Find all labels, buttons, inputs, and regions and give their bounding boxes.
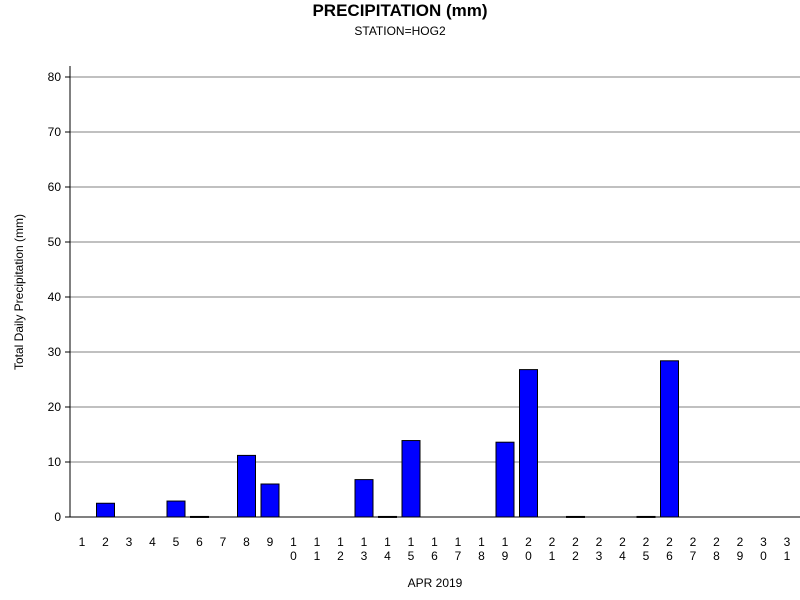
- x-tick-label: 3: [126, 535, 133, 549]
- x-tick-label: 1: [79, 535, 86, 549]
- bar-day-5: [166, 500, 186, 518]
- x-tick-label: 6: [196, 535, 203, 549]
- bar-day-26: [660, 360, 679, 518]
- x-tick-label: 4: [149, 535, 156, 549]
- chart-title: PRECIPITATION (mm): [312, 1, 488, 20]
- bar-day-9: [260, 483, 280, 518]
- bar-day-8: [237, 454, 256, 518]
- grid-lines: [70, 76, 800, 463]
- x-tick-label: 2: [102, 535, 109, 549]
- chart-subtitle: STATION=HOG2: [354, 24, 446, 38]
- x-tick-label: 5: [173, 535, 180, 549]
- y-tick-label: 80: [48, 70, 62, 84]
- y-tick-label: 0: [54, 510, 61, 524]
- y-tick-label: 50: [48, 235, 62, 249]
- bars: [96, 360, 679, 518]
- x-tick-label: 8: [243, 535, 250, 549]
- bar-day-19: [495, 441, 515, 518]
- y-tick-label: 10: [48, 455, 62, 469]
- y-tick-labels: 0 10 20 30 40 50 60 70 80: [48, 70, 62, 524]
- y-tick-label: 70: [48, 125, 62, 139]
- y-tick-label: 20: [48, 400, 62, 414]
- x-tick-label: 7: [220, 535, 227, 549]
- y-tick-label: 40: [48, 290, 62, 304]
- y-tick-label: 60: [48, 180, 62, 194]
- bar-day-15: [401, 440, 421, 518]
- y-tick-label: 30: [48, 345, 62, 359]
- x-axis-label: APR 2019: [407, 576, 463, 590]
- bar-day-13: [354, 479, 374, 518]
- x-tick-labels: 1 2 3 4 5 6 7 8 9 1 01 11 21 31 41 51 61 71 81 92 02 12 22 32 42…: [79, 535, 791, 563]
- bar-day-2: [96, 502, 115, 518]
- axes: [65, 66, 800, 518]
- bar-day-20: [519, 369, 538, 518]
- x-tick-label: 9: [267, 535, 274, 549]
